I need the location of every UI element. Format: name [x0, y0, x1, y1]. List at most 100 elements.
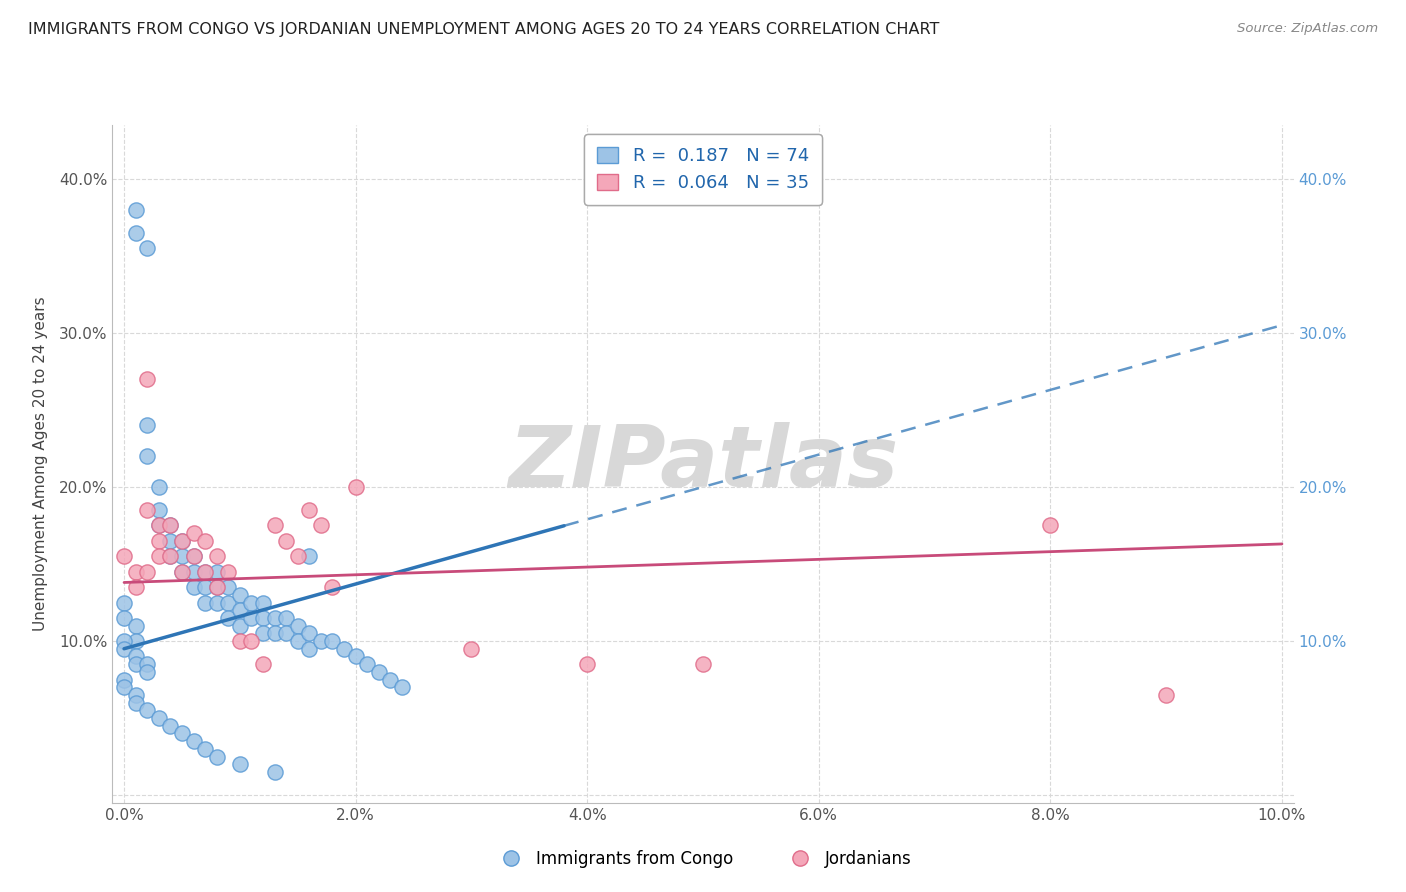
Point — [287, 618, 309, 632]
Point — [263, 626, 285, 640]
Point — [240, 611, 263, 625]
Point — [298, 641, 321, 656]
Point — [124, 580, 146, 594]
Point — [159, 549, 181, 564]
Point — [124, 565, 146, 579]
Point — [252, 626, 274, 640]
Point — [276, 626, 298, 640]
Y-axis label: Unemployment Among Ages 20 to 24 years: Unemployment Among Ages 20 to 24 years — [32, 296, 48, 632]
Point — [309, 518, 332, 533]
Text: ZIPatlas: ZIPatlas — [508, 422, 898, 506]
Point — [298, 549, 321, 564]
Point — [367, 665, 389, 679]
Point — [159, 719, 181, 733]
Point — [183, 565, 205, 579]
Text: Source: ZipAtlas.com: Source: ZipAtlas.com — [1237, 22, 1378, 36]
Point — [148, 518, 170, 533]
Point — [344, 649, 367, 664]
Point — [124, 634, 146, 648]
Point — [124, 696, 146, 710]
Point — [136, 565, 159, 579]
Point — [124, 202, 146, 217]
Point — [217, 595, 239, 609]
Point — [183, 549, 205, 564]
Point — [112, 641, 135, 656]
Point — [159, 518, 181, 533]
Point — [333, 641, 356, 656]
Point — [136, 503, 159, 517]
Point — [124, 688, 146, 702]
Point — [287, 549, 309, 564]
Point — [170, 726, 193, 740]
Point — [183, 580, 205, 594]
Point — [205, 549, 228, 564]
Point — [205, 565, 228, 579]
Point — [148, 549, 170, 564]
Point — [136, 703, 159, 717]
Point — [1154, 688, 1177, 702]
Point — [183, 734, 205, 748]
Point — [194, 533, 217, 548]
Point — [321, 634, 343, 648]
Point — [112, 549, 135, 564]
Point — [229, 603, 252, 617]
Point — [170, 533, 193, 548]
Point — [194, 580, 217, 594]
Point — [287, 634, 309, 648]
Point — [252, 657, 274, 672]
Point — [692, 657, 714, 672]
Point — [148, 533, 170, 548]
Point — [136, 241, 159, 255]
Point — [194, 565, 217, 579]
Point — [240, 634, 263, 648]
Point — [112, 680, 135, 694]
Point — [576, 657, 599, 672]
Point — [391, 680, 413, 694]
Point — [229, 618, 252, 632]
Point — [159, 549, 181, 564]
Point — [263, 764, 285, 779]
Point — [124, 618, 146, 632]
Point — [205, 749, 228, 764]
Point — [112, 595, 135, 609]
Point — [194, 742, 217, 756]
Point — [205, 580, 228, 594]
Point — [183, 526, 205, 541]
Point — [298, 503, 321, 517]
Point — [229, 757, 252, 772]
Point — [298, 626, 321, 640]
Point — [112, 611, 135, 625]
Point — [194, 565, 217, 579]
Point — [217, 565, 239, 579]
Legend: R =  0.187   N = 74, R =  0.064   N = 35: R = 0.187 N = 74, R = 0.064 N = 35 — [583, 134, 823, 205]
Point — [112, 673, 135, 687]
Point — [170, 549, 193, 564]
Point — [148, 480, 170, 494]
Point — [183, 549, 205, 564]
Point — [460, 641, 482, 656]
Point — [276, 533, 298, 548]
Text: IMMIGRANTS FROM CONGO VS JORDANIAN UNEMPLOYMENT AMONG AGES 20 TO 24 YEARS CORREL: IMMIGRANTS FROM CONGO VS JORDANIAN UNEMP… — [28, 22, 939, 37]
Point — [309, 634, 332, 648]
Point — [217, 580, 239, 594]
Point — [159, 533, 181, 548]
Point — [263, 611, 285, 625]
Point — [124, 657, 146, 672]
Point — [124, 226, 146, 240]
Point — [136, 665, 159, 679]
Point — [252, 611, 274, 625]
Point — [205, 595, 228, 609]
Point — [136, 372, 159, 386]
Point — [148, 711, 170, 725]
Point — [194, 595, 217, 609]
Point — [344, 480, 367, 494]
Point — [124, 649, 146, 664]
Point — [136, 418, 159, 433]
Point — [217, 611, 239, 625]
Point — [112, 634, 135, 648]
Legend: Immigrants from Congo, Jordanians: Immigrants from Congo, Jordanians — [488, 844, 918, 875]
Point — [229, 588, 252, 602]
Point — [170, 565, 193, 579]
Point — [148, 518, 170, 533]
Point — [136, 449, 159, 463]
